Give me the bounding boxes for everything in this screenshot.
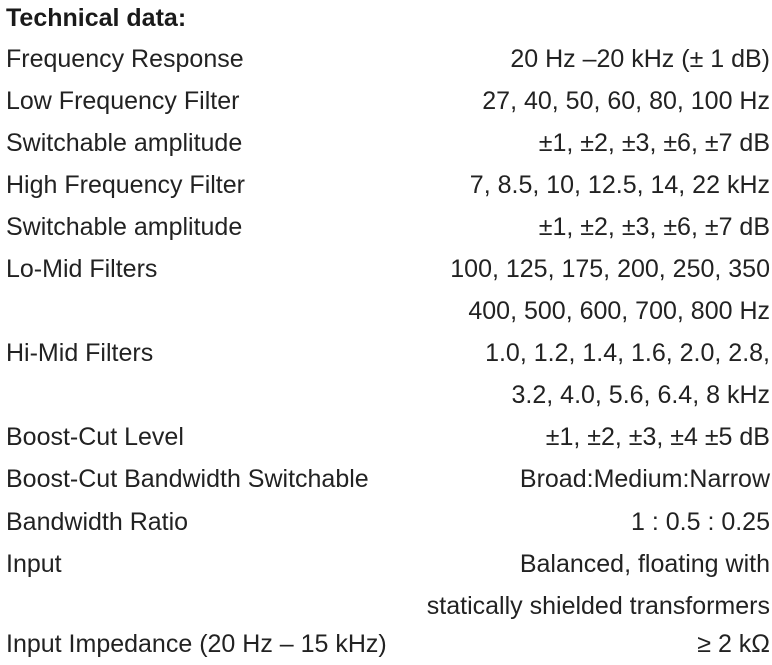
spec-row-hi-mid-filters-continued: 3.2, 4.0, 5.6, 6.4, 8 kHz bbox=[0, 374, 772, 416]
spec-row-boost-cut-bandwidth: Boost-Cut Bandwidth Switchable Broad:Med… bbox=[0, 458, 772, 500]
spec-row-lo-mid-filters: Lo-Mid Filters 100, 125, 175, 200, 250, … bbox=[0, 248, 772, 290]
spec-label: Switchable amplitude bbox=[6, 129, 243, 157]
spec-label: Input Impedance (20 Hz – 15 kHz) bbox=[6, 630, 387, 658]
spec-row-input-impedance: Input Impedance (20 Hz – 15 kHz) ≥ 2 kΩ bbox=[0, 623, 772, 665]
spec-row-input: Input Balanced, floating with bbox=[0, 543, 772, 585]
spec-label: Switchable amplitude bbox=[6, 213, 243, 241]
spec-label: Input bbox=[6, 550, 62, 578]
spec-row-switchable-amplitude-low: Switchable amplitude ±1, ±2, ±3, ±6, ±7 … bbox=[0, 122, 772, 164]
spec-value: ±1, ±2, ±3, ±6, ±7 dB bbox=[538, 213, 770, 241]
spec-value: 400, 500, 600, 700, 800 Hz bbox=[468, 297, 770, 325]
spec-value: statically shielded transformers bbox=[426, 592, 770, 620]
spec-row-hi-mid-filters: Hi-Mid Filters 1.0, 1.2, 1.4, 1.6, 2.0, … bbox=[0, 332, 772, 374]
spec-label: Frequency Response bbox=[6, 45, 244, 73]
spec-label: Boost-Cut Bandwidth Switchable bbox=[6, 465, 369, 493]
spec-label: Bandwidth Ratio bbox=[6, 508, 189, 536]
spec-value: Balanced, floating with bbox=[519, 550, 770, 578]
section-heading: Technical data: bbox=[6, 4, 187, 32]
spec-value: ≥ 2 kΩ bbox=[697, 630, 770, 658]
spec-value: 7, 8.5, 10, 12.5, 14, 22 kHz bbox=[469, 171, 770, 199]
spec-row-switchable-amplitude-high: Switchable amplitude ±1, ±2, ±3, ±6, ±7 … bbox=[0, 206, 772, 248]
spec-value: 1 : 0.5 : 0.25 bbox=[631, 508, 770, 536]
spec-row-boost-cut-level: Boost-Cut Level ±1, ±2, ±3, ±4 ±5 dB bbox=[0, 416, 772, 458]
spec-label: High Frequency Filter bbox=[6, 171, 245, 199]
spec-row-low-frequency-filter: Low Frequency Filter 27, 40, 50, 60, 80,… bbox=[0, 80, 772, 122]
spec-row-frequency-response: Frequency Response 20 Hz –20 kHz (± 1 dB… bbox=[0, 38, 772, 80]
spec-row-bandwidth-ratio: Bandwidth Ratio 1 : 0.5 : 0.25 bbox=[0, 501, 772, 543]
spec-value: Broad:Medium:Narrow bbox=[519, 465, 770, 493]
spec-row-lo-mid-filters-continued: 400, 500, 600, 700, 800 Hz bbox=[0, 290, 772, 332]
spec-label: Low Frequency Filter bbox=[6, 87, 240, 115]
spec-row-high-frequency-filter: High Frequency Filter 7, 8.5, 10, 12.5, … bbox=[0, 164, 772, 206]
spec-value: ±1, ±2, ±3, ±4 ±5 dB bbox=[545, 423, 770, 451]
spec-value: 27, 40, 50, 60, 80, 100 Hz bbox=[482, 87, 770, 115]
spec-label: Lo-Mid Filters bbox=[6, 255, 158, 283]
spec-label: Boost-Cut Level bbox=[6, 423, 184, 451]
spec-value: ±1, ±2, ±3, ±6, ±7 dB bbox=[538, 129, 770, 157]
spec-value: 3.2, 4.0, 5.6, 6.4, 8 kHz bbox=[511, 381, 770, 409]
spec-value: 1.0, 1.2, 1.4, 1.6, 2.0, 2.8, bbox=[485, 339, 770, 367]
spec-row-input-continued: statically shielded transformers bbox=[0, 585, 772, 627]
spec-value: 100, 125, 175, 200, 250, 350 bbox=[450, 255, 770, 283]
spec-label: Hi-Mid Filters bbox=[6, 339, 154, 367]
spec-value: 20 Hz –20 kHz (± 1 dB) bbox=[510, 45, 770, 73]
